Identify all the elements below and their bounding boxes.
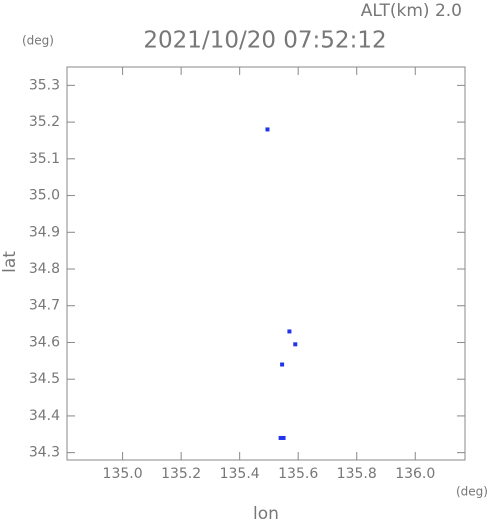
y-tick-label: 34.3	[29, 445, 60, 461]
y-tick-label: 34.8	[29, 261, 60, 277]
y-tick-label: 35.3	[29, 77, 60, 93]
y-tick-label: 34.5	[29, 371, 60, 387]
y-tick-label: 35.0	[29, 188, 60, 204]
y-tick-label: 34.9	[29, 224, 60, 240]
point	[265, 127, 270, 132]
y-tick-label: 34.7	[29, 298, 60, 314]
x-tick-label: 136.0	[395, 466, 435, 482]
point	[280, 362, 285, 367]
x-axis-label: lon	[253, 504, 279, 521]
point	[293, 342, 298, 347]
y-tick-label: 35.2	[29, 114, 60, 130]
x-tick-label: 135.2	[161, 466, 201, 482]
x-unit: (deg)	[456, 485, 488, 499]
x-tick-label: 135.0	[103, 466, 143, 482]
y-axis-label: lat	[0, 251, 20, 273]
x-tick-label: 135.8	[337, 466, 377, 482]
y-unit: (deg)	[22, 34, 54, 48]
x-tick-label: 135.6	[278, 466, 318, 482]
chart-title: 2021/10/20 07:52:12	[143, 28, 386, 54]
plot-frame	[66, 66, 466, 461]
x-tick-label: 135.4	[220, 466, 260, 482]
subtitle: ALT(km) 2.0	[361, 1, 462, 21]
point	[281, 435, 286, 440]
point	[278, 435, 283, 440]
y-tick-label: 34.6	[29, 334, 60, 350]
y-tick-label: 35.1	[29, 151, 60, 167]
point	[287, 329, 292, 334]
y-tick-label: 34.4	[29, 408, 60, 424]
